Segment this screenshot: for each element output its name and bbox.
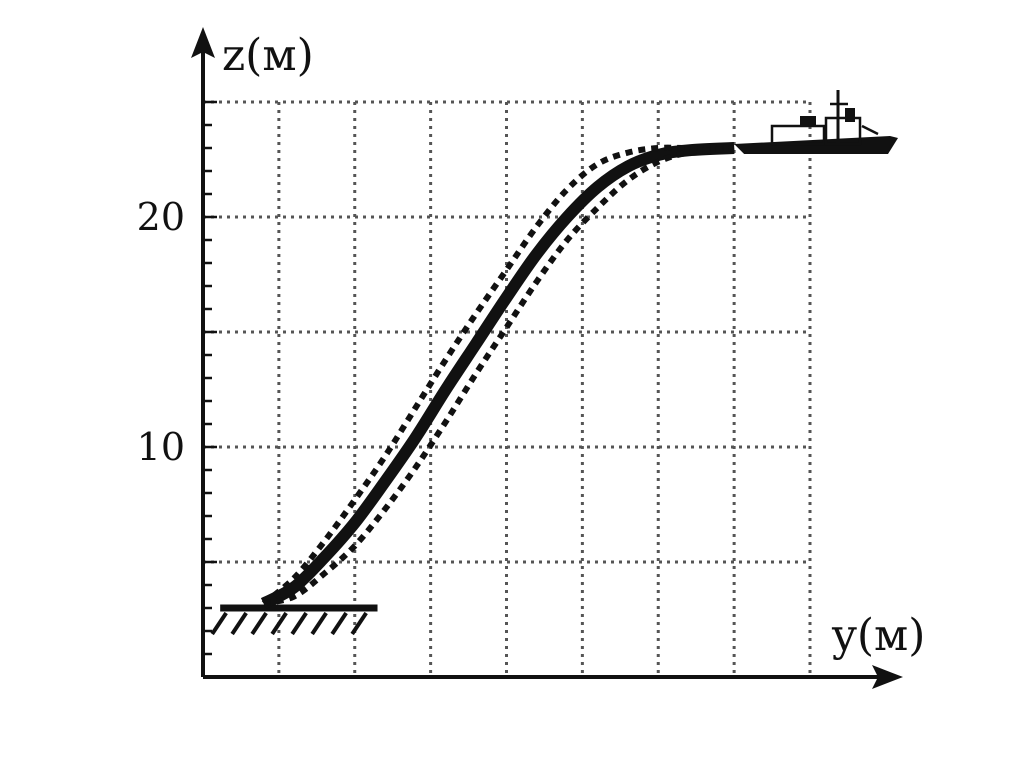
seabed — [210, 604, 378, 636]
seabed-hatch — [210, 611, 228, 636]
seabed-hatch — [310, 611, 328, 636]
ship-bridge — [800, 116, 816, 126]
ship-deckhouse — [770, 124, 826, 146]
y-axis-label: z(м) — [222, 30, 314, 81]
seabed-hatch — [330, 611, 348, 636]
y-axis-minor-ticks — [203, 100, 217, 656]
series-group — [260, 142, 735, 609]
ship-funnel — [845, 108, 855, 122]
series-line-boundary-1 — [261, 144, 735, 606]
ship-tower-block — [824, 116, 862, 146]
seabed-hatch — [230, 611, 248, 636]
y-tick-label: 10 — [137, 425, 185, 469]
grid — [203, 100, 812, 677]
x-axis-arrow — [872, 665, 903, 689]
y-tick-label: 20 — [137, 195, 185, 239]
x-axis-label: y(м) — [831, 610, 925, 661]
ship-bow-rail — [861, 124, 879, 136]
seabed-hatch — [270, 611, 288, 636]
seabed-hatch — [250, 611, 268, 636]
y-tick-labels: 10 20 — [137, 195, 185, 469]
seabed-hatch — [290, 611, 308, 636]
series-line-main — [260, 142, 735, 609]
series-line-boundary-2 — [263, 145, 735, 607]
y-axis-arrow — [191, 27, 215, 58]
seabed-hatch — [350, 611, 368, 636]
ship-icon — [734, 90, 898, 154]
